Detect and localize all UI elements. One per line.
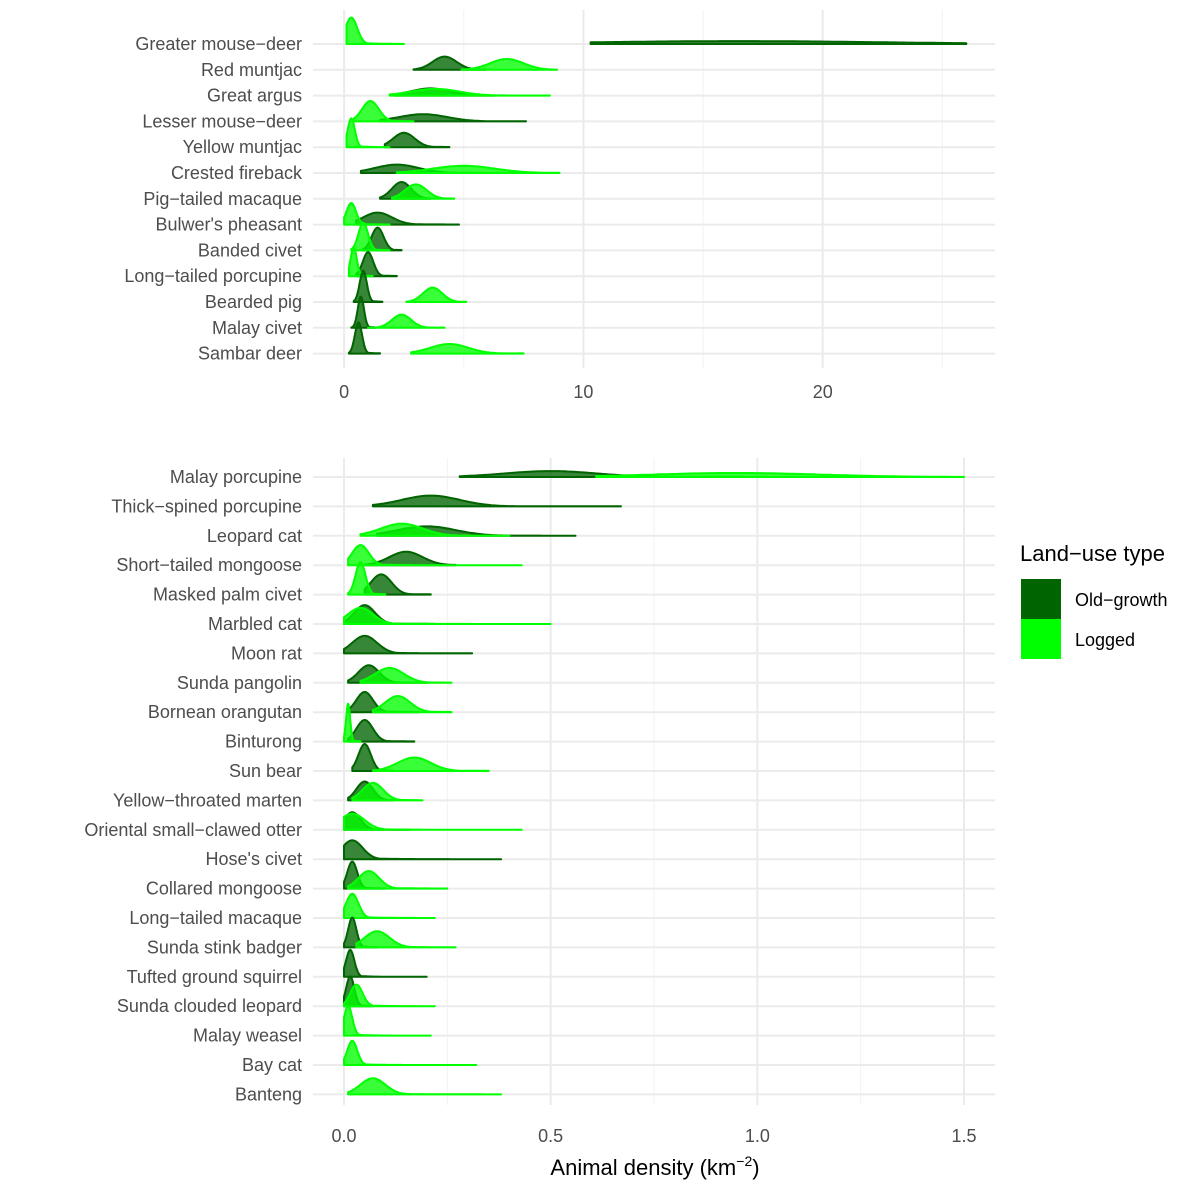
density-logged-greater-mouse-deer <box>345 16 405 45</box>
density-old-growth-masked-palm-civet <box>363 573 432 596</box>
density-old-growth-lesser-mouse-deer <box>379 113 527 123</box>
density-logged-sunda-pangolin <box>359 667 453 684</box>
density-logged-banded-civet <box>350 221 391 252</box>
x-axis-title-prefix: Animal density (km <box>550 1155 736 1180</box>
y-tick-label-tufted-ground-squirrel: Tufted ground squirrel <box>127 967 302 987</box>
density-old-growth-greater-mouse-deer <box>589 40 968 45</box>
legend-title: Land−use type <box>1020 541 1165 566</box>
y-tick-label-banteng: Banteng <box>235 1084 302 1104</box>
density-logged-great-argus <box>388 87 551 97</box>
density-logged-sambar-deer <box>410 343 525 355</box>
density-old-growth-sambar-deer <box>347 321 381 355</box>
x-axis-title-superscript: −2 <box>736 1153 752 1169</box>
density-logged-pig-tailed-macaque <box>391 183 456 200</box>
y-tick-label-collared-mongoose: Collared mongoose <box>146 879 302 899</box>
density-logged-malay-civet <box>367 313 446 329</box>
density-logged-crested-fireback <box>395 164 561 174</box>
density-old-growth-short-tailed-mongoose <box>363 550 457 567</box>
density-old-growth-long-tailed-porcupine <box>355 251 398 278</box>
density-logged-masked-palm-civet <box>347 561 387 596</box>
x-tick-label: 0.0 <box>331 1126 356 1146</box>
y-tick-label-yellow-muntjac: Yellow muntjac <box>183 137 302 157</box>
density-logged-short-tailed-mongoose <box>347 544 523 567</box>
density-logged-banteng <box>347 1077 503 1096</box>
y-tick-label-sambar-deer: Sambar deer <box>198 344 302 364</box>
y-tick-label-sunda-pangolin: Sunda pangolin <box>177 673 302 693</box>
density-logged-lesser-mouse-deer <box>352 100 415 123</box>
y-tick-label-moon-rat: Moon rat <box>231 643 302 663</box>
y-tick-label-malay-civet: Malay civet <box>212 318 302 338</box>
y-tick-label-long-tailed-macaque: Long−tailed macaque <box>129 908 302 928</box>
density-logged-marbled-cat <box>343 606 552 625</box>
y-tick-label-bay-cat: Bay cat <box>242 1055 302 1075</box>
y-tick-label-long-tailed-porcupine: Long−tailed porcupine <box>124 266 302 286</box>
y-tick-label-thick-spined-porcupine: Thick−spined porcupine <box>111 496 302 516</box>
y-tick-label-bulwer-s-pheasant: Bulwer's pheasant <box>155 215 302 235</box>
density-logged-sun-bear <box>371 756 490 772</box>
y-tick-label-oriental-small-clawed-otter: Oriental small−clawed otter <box>84 820 302 840</box>
y-tick-label-bornean-orangutan: Bornean orangutan <box>148 702 302 722</box>
y-tick-label-sun-bear: Sun bear <box>229 761 302 781</box>
density-logged-collared-mongoose <box>347 870 449 890</box>
y-tick-label-malay-weasel: Malay weasel <box>193 1026 302 1046</box>
density-old-growth-moon-rat <box>343 634 474 655</box>
density-logged-oriental-small-clawed-otter <box>343 812 523 831</box>
y-tick-label-leopard-cat: Leopard cat <box>207 526 302 546</box>
density-logged-sunda-clouded-leopard <box>343 983 436 1008</box>
top-panel: Greater mouse−deer Red muntjac Great argus… <box>124 10 995 402</box>
density-logged-yellow-throated-marten <box>351 781 424 802</box>
y-tick-label-yellow-throated-marten: Yellow−throated marten <box>113 790 302 810</box>
x-tick-label: 0 <box>339 382 349 402</box>
x-axis-title-suffix: ) <box>752 1155 759 1180</box>
legend-label-logged: Logged <box>1075 630 1135 650</box>
legend: Land−use type Old−growth Logged <box>1020 541 1168 659</box>
density-logged-bay-cat <box>343 1039 478 1066</box>
y-tick-label-marbled-cat: Marbled cat <box>208 614 302 634</box>
legend-swatch-logged <box>1021 619 1061 659</box>
x-tick-label: 1.0 <box>745 1126 770 1146</box>
density-logged-bearded-pig <box>405 286 468 303</box>
y-tick-label-binturong: Binturong <box>225 732 302 752</box>
density-old-growth-yellow-muntjac <box>383 131 451 149</box>
density-old-growth-binturong <box>347 719 416 743</box>
y-tick-label-malay-porcupine: Malay porcupine <box>170 467 302 487</box>
x-tick-label: 1.5 <box>951 1126 976 1146</box>
density-logged-malay-weasel <box>343 1005 432 1037</box>
density-old-growth-thick-spined-porcupine <box>371 494 622 508</box>
density-logged-bulwer-s-pheasant <box>343 202 391 226</box>
legend-swatch-old-growth <box>1021 579 1061 619</box>
y-tick-label-greater-mouse-deer: Greater mouse−deer <box>135 34 302 54</box>
density-old-growth-bearded-pig <box>352 269 384 303</box>
y-tick-label-red-muntjac: Red muntjac <box>201 60 302 80</box>
density-logged-red-muntjac <box>460 58 559 71</box>
density-old-growth-tufted-ground-squirrel <box>343 948 428 978</box>
x-tick-label: 0.5 <box>538 1126 563 1146</box>
y-tick-label-great-argus: Great argus <box>207 86 302 106</box>
y-tick-label-short-tailed-mongoose: Short−tailed mongoose <box>116 555 302 575</box>
y-tick-label-hose-s-civet: Hose's civet <box>206 849 302 869</box>
density-logged-leopard-cat <box>359 522 511 537</box>
y-tick-label-bearded-pig: Bearded pig <box>205 292 302 312</box>
density-logged-sunda-stink-badger <box>355 930 457 949</box>
density-logged-binturong <box>343 702 362 743</box>
y-tick-label-pig-tailed-macaque: Pig−tailed macaque <box>143 189 302 209</box>
density-logged-yellow-muntjac <box>345 117 391 149</box>
bottom-panel: Malay porcupine Thick−spined porcupine Leo… <box>84 458 995 1146</box>
y-tick-label-sunda-stink-badger: Sunda stink badger <box>147 937 302 957</box>
density-old-growth-bulwer-s-pheasant <box>355 211 460 226</box>
y-tick-label-lesser-mouse-deer: Lesser mouse−deer <box>142 111 302 131</box>
density-logged-malay-porcupine <box>595 472 965 478</box>
y-tick-label-masked-palm-civet: Masked palm civet <box>153 585 302 605</box>
x-tick-label: 20 <box>813 382 833 402</box>
y-tick-label-crested-fireback: Crested fireback <box>171 163 303 183</box>
legend-label-old-growth: Old−growth <box>1075 590 1168 610</box>
y-tick-label-banded-civet: Banded civet <box>198 240 302 260</box>
y-tick-label-sunda-clouded-leopard: Sunda clouded leopard <box>117 996 302 1016</box>
x-tick-label: 10 <box>573 382 593 402</box>
density-logged-bornean-orangutan <box>371 695 453 714</box>
x-axis-title: Animal density (km−2) <box>550 1153 759 1180</box>
density-logged-long-tailed-macaque <box>343 892 436 919</box>
density-old-growth-hose-s-civet <box>343 839 503 861</box>
